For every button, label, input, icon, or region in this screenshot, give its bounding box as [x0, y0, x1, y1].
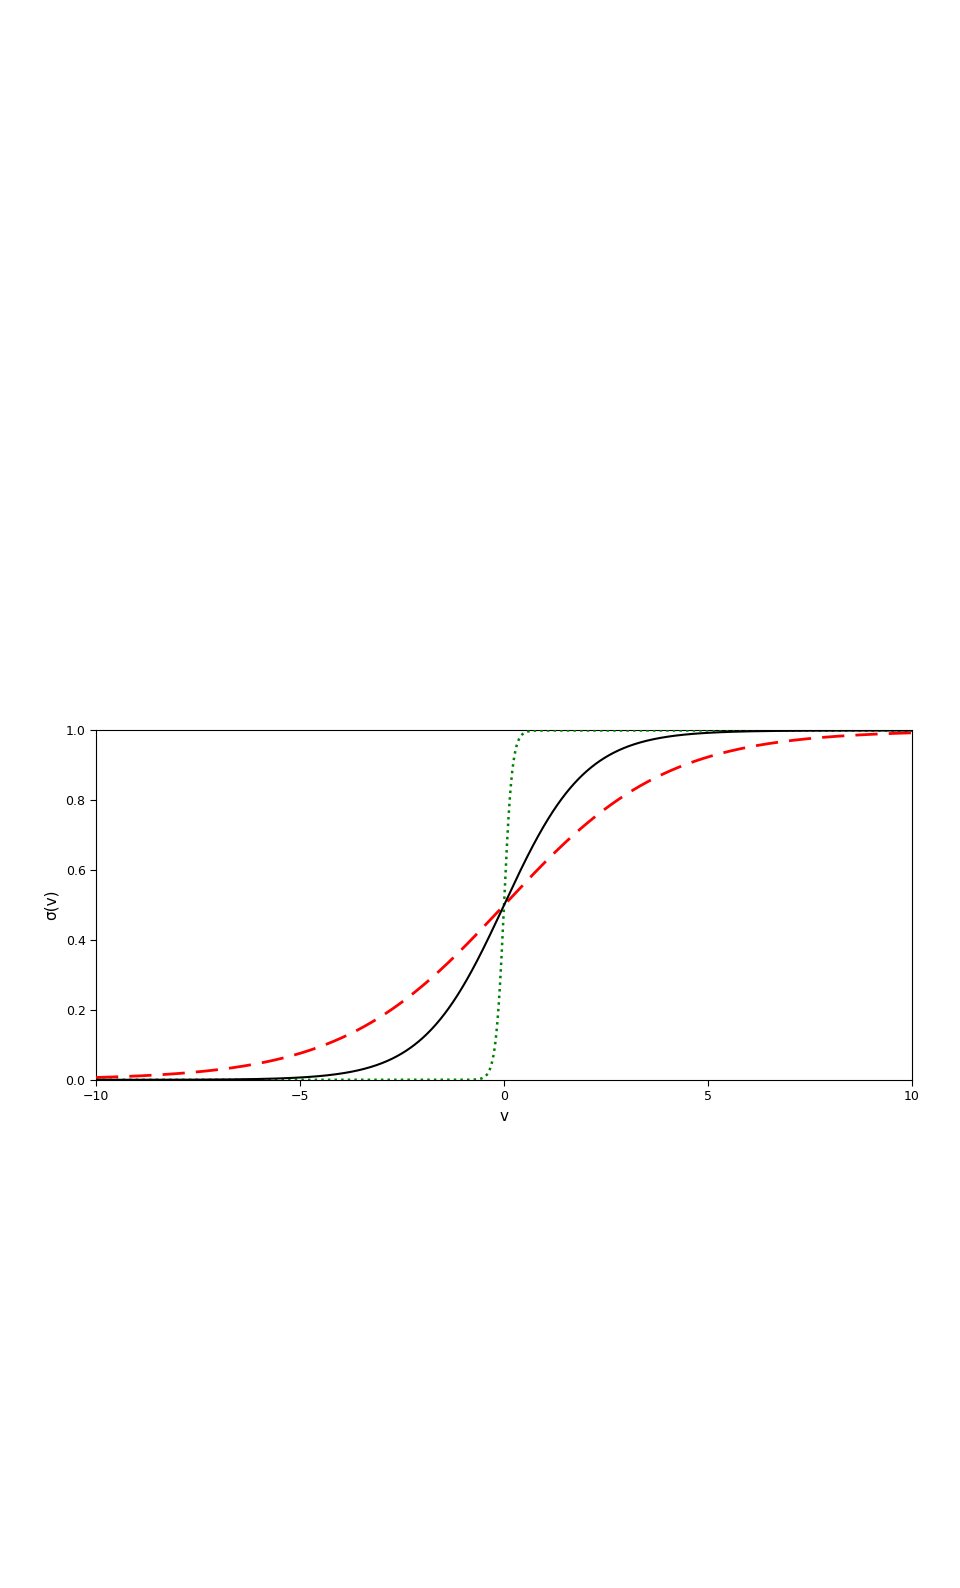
- Y-axis label: σ(v): σ(v): [43, 889, 59, 921]
- X-axis label: v: v: [499, 1108, 509, 1124]
